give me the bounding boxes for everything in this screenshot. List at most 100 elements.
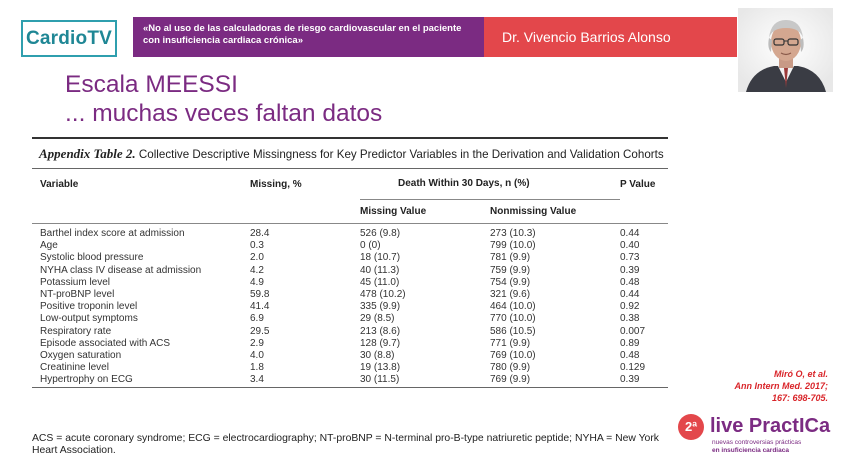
table-title-text: Collective Descriptive Missingness for K… bbox=[138, 148, 664, 161]
header-missing: Missing, % bbox=[250, 178, 302, 190]
cell-missing-pct: 1.8 bbox=[250, 362, 264, 374]
subheader-missing-value: Missing Value bbox=[360, 198, 490, 223]
session-title-banner: «No al uso de las calculadoras de riesgo… bbox=[133, 17, 484, 57]
table-row: Respiratory rate 29.5 213 (8.6) 586 (10.5) 0… bbox=[32, 326, 668, 338]
subheader-nonmissing-value: Nonmissing Value bbox=[490, 198, 620, 223]
cell-p-value: 0.38 bbox=[620, 313, 640, 325]
cell-variable: Age bbox=[40, 240, 58, 252]
cell-missing-value: 30 (11.5) bbox=[360, 374, 400, 386]
table-header-rule bbox=[32, 168, 668, 169]
cell-variable: Respiratory rate bbox=[40, 325, 112, 337]
citation-authors: Miró O, et al. bbox=[773, 369, 828, 379]
slide-title: Escala MEESSI ... muchas veces faltan da… bbox=[65, 70, 382, 128]
cell-missing-pct: 4.0 bbox=[250, 350, 264, 362]
cell-missing-value: 0 (0) bbox=[360, 240, 381, 252]
cell-nonmissing-value: 769 (10.0) bbox=[490, 350, 536, 362]
speaker-video bbox=[738, 8, 833, 92]
citation-pages: 167: 698-705. bbox=[771, 393, 828, 403]
cell-p-value: 0.007 bbox=[620, 325, 646, 337]
cell-nonmissing-value: 754 (9.9) bbox=[490, 276, 531, 288]
table-row: Age 0.3 0 (0) 799 (10.0) 0.40 bbox=[32, 240, 668, 252]
table-row: Positive troponin level 41.4 335 (9.9) 464 … bbox=[32, 301, 668, 313]
live-practica-logo: 2ª live PractICa nuevas controversias pr… bbox=[678, 408, 838, 460]
cell-variable: Barthel index score at admission bbox=[40, 228, 185, 239]
cell-nonmissing-value: 780 (9.9) bbox=[490, 362, 531, 374]
cell-missing-pct: 59.8 bbox=[250, 289, 270, 301]
cell-missing-value: 30 (8.8) bbox=[360, 350, 395, 362]
cell-p-value: 0.129 bbox=[620, 362, 646, 374]
cardiotv-logo-text: CardioTV bbox=[25, 27, 113, 49]
cell-missing-pct: 0.3 bbox=[250, 240, 264, 252]
cell-nonmissing-value: 771 (9.9) bbox=[490, 337, 531, 349]
cell-missing-value: 19 (13.8) bbox=[360, 362, 401, 374]
cell-variable: Oxygen saturation bbox=[40, 350, 122, 362]
citation-journal: Ann Intern Med. 2017; bbox=[734, 381, 828, 391]
cell-missing-value: 45 (11.0) bbox=[360, 276, 400, 288]
cell-p-value: 0.39 bbox=[620, 264, 640, 276]
table-row: Systolic blood pressure 2.0 18 (10.7) 781 (… bbox=[32, 252, 668, 264]
table-header-row: Variable Missing, % Death Within 30 Days… bbox=[32, 169, 668, 199]
appendix-table: Appendix Table 2. Collective Descriptive… bbox=[32, 137, 668, 388]
cardiotv-logo[interactable]: CardioTV bbox=[21, 20, 117, 57]
table-row: Hypertrophy on ECG 3.4 30 (11.5) 769 (9.9) 0… bbox=[32, 374, 668, 386]
cell-p-value: 0.73 bbox=[620, 252, 640, 264]
table-row: Creatinine level 1.8 19 (13.8) 780 (9.9) 0.1… bbox=[32, 362, 668, 374]
table-bottom-rule bbox=[32, 386, 668, 388]
table-row: Oxygen saturation 4.0 30 (8.8) 769 (10.0) 0.… bbox=[32, 350, 668, 362]
cell-missing-value: 128 (9.7) bbox=[360, 337, 401, 349]
table-row: Barthel index score at admission 28.4 526 … bbox=[32, 228, 668, 240]
cell-p-value: 0.44 bbox=[620, 228, 640, 239]
cell-variable: Creatinine level bbox=[40, 362, 109, 374]
cell-missing-pct: 29.5 bbox=[250, 325, 270, 337]
slide-title-line-1: Escala MEESSI bbox=[65, 71, 238, 98]
cell-p-value: 0.44 bbox=[620, 289, 640, 301]
cell-missing-pct: 4.2 bbox=[250, 264, 264, 276]
cell-missing-pct: 2.0 bbox=[250, 252, 264, 264]
table-row: NT-proBNP level 59.8 478 (10.2) 321 (9.6) 0.… bbox=[32, 289, 668, 301]
table-footnote: ACS = acute coronary syndrome; ECG = ele… bbox=[32, 433, 659, 456]
header-variable: Variable bbox=[40, 178, 79, 190]
cell-p-value: 0.92 bbox=[620, 301, 640, 313]
cell-nonmissing-value: 586 (10.5) bbox=[490, 325, 536, 337]
cell-missing-pct: 4.9 bbox=[250, 276, 264, 288]
cell-missing-value: 335 (9.9) bbox=[360, 301, 401, 313]
cell-nonmissing-value: 464 (10.0) bbox=[490, 301, 536, 313]
cell-p-value: 0.89 bbox=[620, 337, 640, 349]
data-table: Variable Missing, % Death Within 30 Days… bbox=[32, 169, 668, 387]
cell-variable: Low-output symptoms bbox=[40, 313, 138, 325]
speaker-name-banner: Dr. Vivencio Barrios Alonso bbox=[484, 17, 737, 57]
cell-variable: Potassium level bbox=[40, 276, 111, 288]
cell-missing-value: 40 (11.3) bbox=[360, 264, 400, 276]
cell-variable: NYHA class IV disease at admission bbox=[40, 264, 202, 276]
cell-missing-value: 478 (10.2) bbox=[360, 289, 406, 301]
cell-variable: Hypertrophy on ECG bbox=[40, 374, 133, 386]
header-pvalue: P Value bbox=[620, 178, 656, 190]
cell-missing-pct: 2.9 bbox=[250, 337, 264, 349]
cell-missing-pct: 28.4 bbox=[250, 228, 270, 239]
cell-variable: NT-proBNP level bbox=[40, 289, 115, 301]
slide-title-line-2: ... muchas veces faltan datos bbox=[65, 100, 383, 127]
cell-missing-pct: 3.4 bbox=[250, 374, 264, 386]
cell-nonmissing-value: 273 (10.3) bbox=[490, 228, 536, 239]
cell-missing-value: 526 (9.8) bbox=[360, 228, 401, 239]
cell-nonmissing-value: 769 (9.9) bbox=[490, 374, 531, 386]
table-row: Episode associated with ACS 2.9 128 (9.7) 7… bbox=[32, 338, 668, 350]
edition-badge: 2ª bbox=[678, 414, 704, 440]
cell-p-value: 0.48 bbox=[620, 350, 640, 362]
header-death: Death Within 30 Days, n (%) bbox=[398, 178, 530, 190]
cell-missing-value: 18 (10.7) bbox=[360, 252, 401, 264]
table-top-rule bbox=[32, 137, 668, 139]
cell-nonmissing-value: 759 (9.9) bbox=[490, 264, 531, 276]
reference-citation: Miró O, et al. Ann Intern Med. 2017; 167… bbox=[734, 368, 828, 404]
cell-nonmissing-value: 321 (9.6) bbox=[490, 289, 531, 301]
cell-p-value: 0.48 bbox=[620, 276, 640, 288]
table-title: Appendix Table 2. Collective Descriptive… bbox=[32, 139, 668, 162]
table-row: Low-output symptoms 6.9 29 (8.5) 770 (10.0)… bbox=[32, 313, 668, 325]
live-practica-name: live PractICa bbox=[710, 415, 831, 437]
live-practica-tagline-2: en insuficiencia cardiaca bbox=[712, 447, 789, 454]
cell-variable: Episode associated with ACS bbox=[40, 337, 171, 349]
cell-missing-pct: 6.9 bbox=[250, 313, 264, 325]
table-title-prefix: Appendix Table 2. bbox=[39, 146, 136, 161]
cell-nonmissing-value: 770 (10.0) bbox=[490, 313, 536, 325]
table-row: Potassium level 4.9 45 (11.0) 754 (9.9) 0.48 bbox=[32, 277, 668, 289]
